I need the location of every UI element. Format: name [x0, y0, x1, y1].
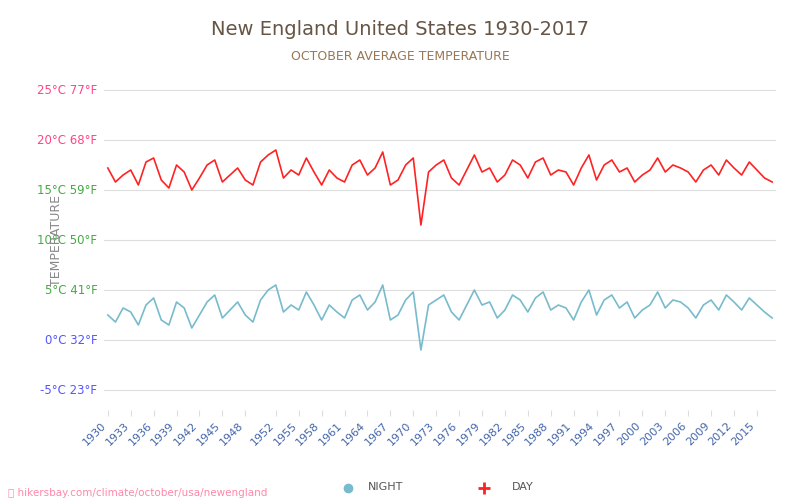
Text: TEMPERATURE: TEMPERATURE — [50, 194, 63, 286]
Text: -5°C 23°F: -5°C 23°F — [40, 384, 98, 396]
Text: 10°C 50°F: 10°C 50°F — [38, 234, 98, 246]
Text: 15°C 59°F: 15°C 59°F — [37, 184, 98, 196]
Text: New England United States 1930-2017: New England United States 1930-2017 — [211, 20, 589, 39]
Text: OCTOBER AVERAGE TEMPERATURE: OCTOBER AVERAGE TEMPERATURE — [290, 50, 510, 63]
Text: 20°C 68°F: 20°C 68°F — [37, 134, 98, 146]
Text: ⌖ hikersbay.com/climate/october/usa/newengland: ⌖ hikersbay.com/climate/october/usa/newe… — [8, 488, 267, 498]
Text: 5°C 41°F: 5°C 41°F — [45, 284, 98, 296]
Text: NIGHT: NIGHT — [368, 482, 403, 492]
Text: 25°C 77°F: 25°C 77°F — [37, 84, 98, 96]
Text: DAY: DAY — [512, 482, 534, 492]
Text: 0°C 32°F: 0°C 32°F — [45, 334, 98, 346]
